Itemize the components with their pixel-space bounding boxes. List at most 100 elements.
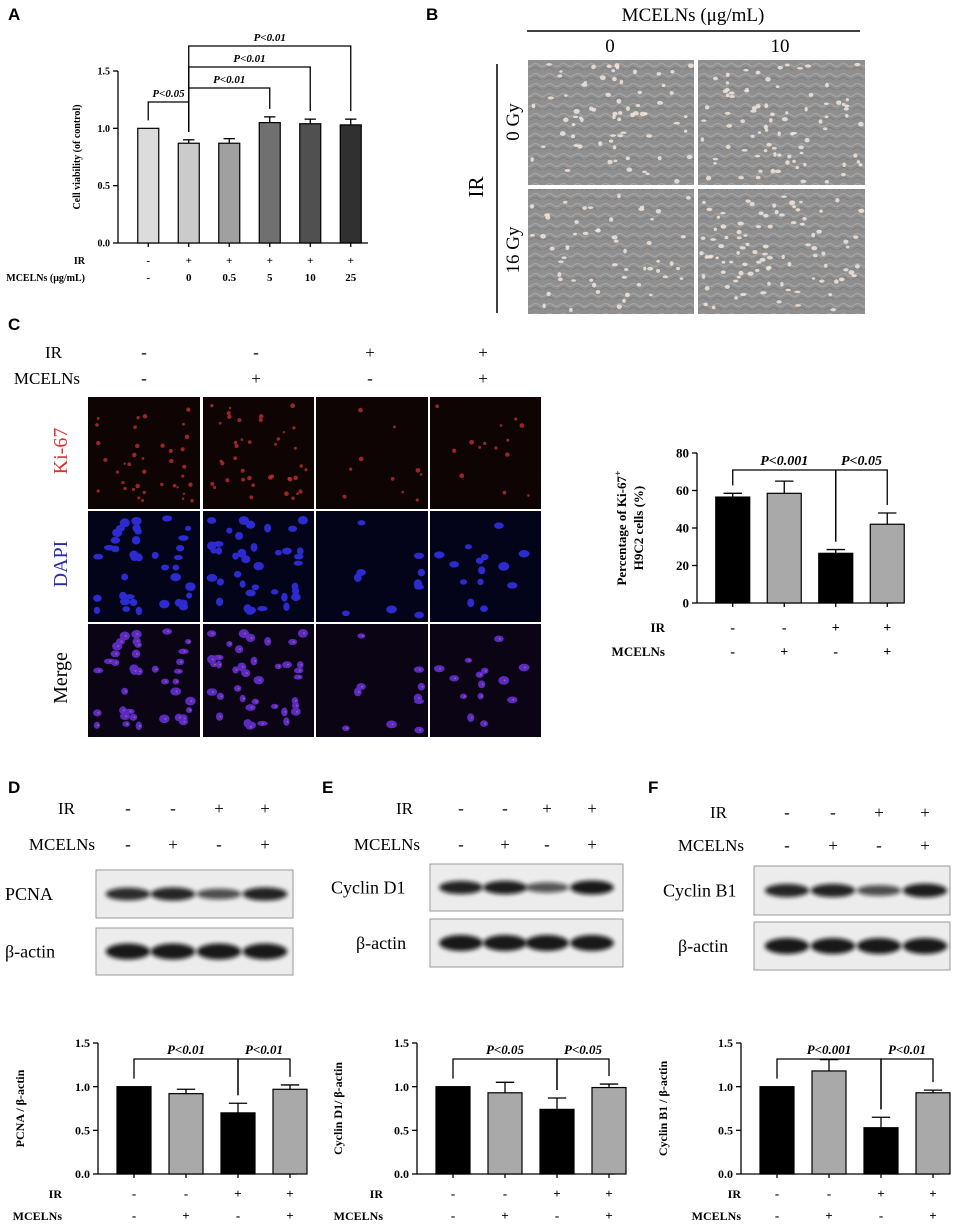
cell	[765, 266, 771, 271]
dapi-nucleus	[135, 606, 143, 616]
row-label: IR	[370, 1187, 384, 1201]
y-axis-label-line1: Percentage of Ki-67+	[613, 470, 629, 586]
cell	[557, 277, 563, 282]
if-tile	[430, 624, 541, 737]
cell	[686, 154, 693, 160]
row-value: 25	[345, 272, 357, 284]
merge-signal	[165, 680, 168, 683]
dapi-nucleus	[216, 578, 225, 586]
cell	[726, 124, 733, 128]
cell	[824, 179, 829, 184]
row-value: +	[234, 1186, 241, 1201]
cell	[624, 292, 630, 297]
micrograph-16gy-10	[698, 189, 865, 314]
merge-signal	[188, 640, 191, 643]
merge-signal	[417, 696, 420, 699]
cell	[755, 224, 762, 229]
cell	[799, 151, 804, 155]
dapi-nucleus	[134, 528, 142, 535]
control-band	[105, 943, 151, 960]
ki67-signal	[240, 438, 244, 441]
cell	[787, 154, 792, 159]
dapi-nucleus	[386, 605, 397, 614]
row-label: MCELNs	[692, 1209, 742, 1223]
cell	[853, 153, 858, 158]
y-axis-label: Cyclin B1 / β-actin	[656, 1061, 670, 1157]
row-value: -	[555, 1208, 559, 1223]
row-value: +	[605, 1186, 612, 1201]
merge-signal	[218, 656, 221, 659]
row-value: -	[503, 1186, 507, 1201]
merge-signal	[286, 720, 289, 723]
ki67-signal	[218, 421, 222, 425]
ki67-signal	[483, 441, 487, 446]
cell	[733, 279, 739, 283]
ki67-signal	[142, 414, 148, 419]
dapi-nucleus	[235, 531, 244, 540]
cell	[743, 68, 749, 72]
row-value: -	[146, 255, 150, 267]
dapi-nucleus	[342, 610, 350, 617]
cell	[825, 82, 829, 88]
cell	[828, 293, 833, 297]
ki67-signal	[186, 407, 191, 412]
y-tick-label: 0.5	[718, 1124, 733, 1138]
row-value: -	[236, 1208, 240, 1223]
ki67-signal	[469, 439, 475, 445]
cell	[843, 107, 849, 111]
cell	[670, 70, 675, 74]
merge-nucleus	[207, 630, 217, 637]
ki67-signal	[459, 473, 465, 479]
dapi-nucleus	[480, 553, 489, 561]
control-band	[242, 943, 288, 960]
row-value: +	[501, 1208, 508, 1223]
cell	[724, 284, 730, 289]
cell	[582, 231, 589, 235]
cell	[792, 205, 797, 209]
cell	[612, 145, 617, 150]
panel-label-f: F	[648, 778, 658, 797]
cell	[643, 266, 647, 271]
cell	[589, 278, 594, 282]
y-tick-label: 0.5	[98, 181, 111, 192]
merge-nucleus	[119, 712, 131, 721]
ki67-signal	[234, 443, 239, 449]
cell	[762, 244, 769, 249]
cell	[571, 122, 576, 127]
merge-signal	[250, 636, 253, 639]
merge-signal	[480, 695, 483, 698]
target-band	[902, 883, 948, 898]
merge-signal	[484, 722, 487, 725]
merge-signal	[242, 697, 245, 700]
panel-b-micrographs: MCELNs (μg/mL) 0 10 IR 0 Gy 16 Gy	[464, 5, 865, 314]
cell	[704, 286, 710, 291]
cell	[764, 103, 769, 109]
cell	[804, 106, 808, 112]
cell	[740, 292, 747, 297]
dapi-nucleus	[464, 544, 473, 550]
cell	[792, 159, 796, 163]
cell	[777, 65, 783, 70]
blot-mcelns-sign: -	[458, 835, 464, 854]
dapi-nucleus	[291, 582, 299, 590]
merge-nucleus	[291, 697, 299, 705]
merge-signal	[274, 705, 277, 708]
cell	[685, 195, 691, 200]
if-tile	[316, 397, 428, 509]
micrograph-0gy-10	[698, 60, 865, 185]
blot-d-pcna: IR MCELNs - - + + - + - + PCNA β-actin	[5, 799, 294, 976]
phase-cells	[529, 62, 865, 313]
row-label: IR	[728, 1187, 742, 1201]
ki67-signal	[210, 403, 214, 408]
ki67-signal	[282, 431, 286, 434]
merge-signal	[302, 632, 305, 635]
dapi-nucleus	[288, 525, 298, 532]
if-tiles	[88, 397, 541, 737]
cell	[755, 268, 760, 273]
row-value: -	[782, 621, 787, 636]
merge-signal	[292, 641, 295, 644]
ki67-signal	[190, 498, 194, 503]
cell	[795, 166, 800, 170]
merge-nucleus	[386, 720, 397, 729]
cell	[642, 170, 648, 174]
